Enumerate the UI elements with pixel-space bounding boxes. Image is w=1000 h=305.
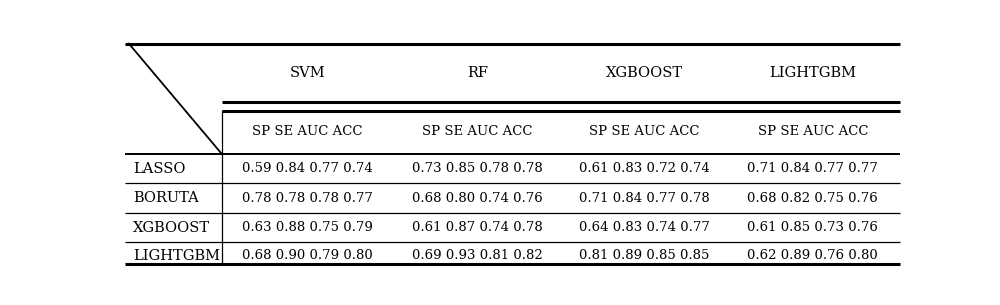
Text: 0.71 0.84 0.77 0.78: 0.71 0.84 0.77 0.78: [579, 192, 710, 205]
Text: 0.78 0.78 0.78 0.77: 0.78 0.78 0.78 0.77: [242, 192, 373, 205]
Text: 0.68 0.90 0.79 0.80: 0.68 0.90 0.79 0.80: [242, 249, 372, 262]
Text: 0.73 0.85 0.78 0.78: 0.73 0.85 0.78 0.78: [412, 162, 543, 175]
Text: 0.64 0.83 0.74 0.77: 0.64 0.83 0.74 0.77: [579, 221, 710, 234]
Text: XGBOOST: XGBOOST: [606, 66, 683, 80]
Text: SP SE AUC ACC: SP SE AUC ACC: [252, 125, 362, 138]
Text: SVM: SVM: [289, 66, 325, 80]
Text: 0.61 0.85 0.73 0.76: 0.61 0.85 0.73 0.76: [747, 221, 878, 234]
Text: LIGHTGBM: LIGHTGBM: [769, 66, 856, 80]
Text: 0.68 0.82 0.75 0.76: 0.68 0.82 0.75 0.76: [747, 192, 878, 205]
Text: XGBOOST: XGBOOST: [133, 221, 210, 235]
Text: SP SE AUC ACC: SP SE AUC ACC: [589, 125, 700, 138]
Text: 0.63 0.88 0.75 0.79: 0.63 0.88 0.75 0.79: [242, 221, 373, 234]
Text: 0.62 0.89 0.76 0.80: 0.62 0.89 0.76 0.80: [747, 249, 878, 262]
Text: SP SE AUC ACC: SP SE AUC ACC: [758, 125, 868, 138]
Text: RF: RF: [467, 66, 488, 80]
Text: 0.71 0.84 0.77 0.77: 0.71 0.84 0.77 0.77: [747, 162, 878, 175]
Text: LASSO: LASSO: [133, 162, 185, 176]
Text: 0.61 0.87 0.74 0.78: 0.61 0.87 0.74 0.78: [412, 221, 543, 234]
Text: 0.68 0.80 0.74 0.76: 0.68 0.80 0.74 0.76: [412, 192, 543, 205]
Text: 0.61 0.83 0.72 0.74: 0.61 0.83 0.72 0.74: [579, 162, 710, 175]
Text: 0.59 0.84 0.77 0.74: 0.59 0.84 0.77 0.74: [242, 162, 372, 175]
Text: SP SE AUC ACC: SP SE AUC ACC: [422, 125, 533, 138]
Text: BORUTA: BORUTA: [133, 191, 198, 205]
Text: 0.69 0.93 0.81 0.82: 0.69 0.93 0.81 0.82: [412, 249, 543, 262]
Text: 0.81 0.89 0.85 0.85: 0.81 0.89 0.85 0.85: [579, 249, 709, 262]
Text: LIGHTGBM: LIGHTGBM: [133, 249, 220, 263]
